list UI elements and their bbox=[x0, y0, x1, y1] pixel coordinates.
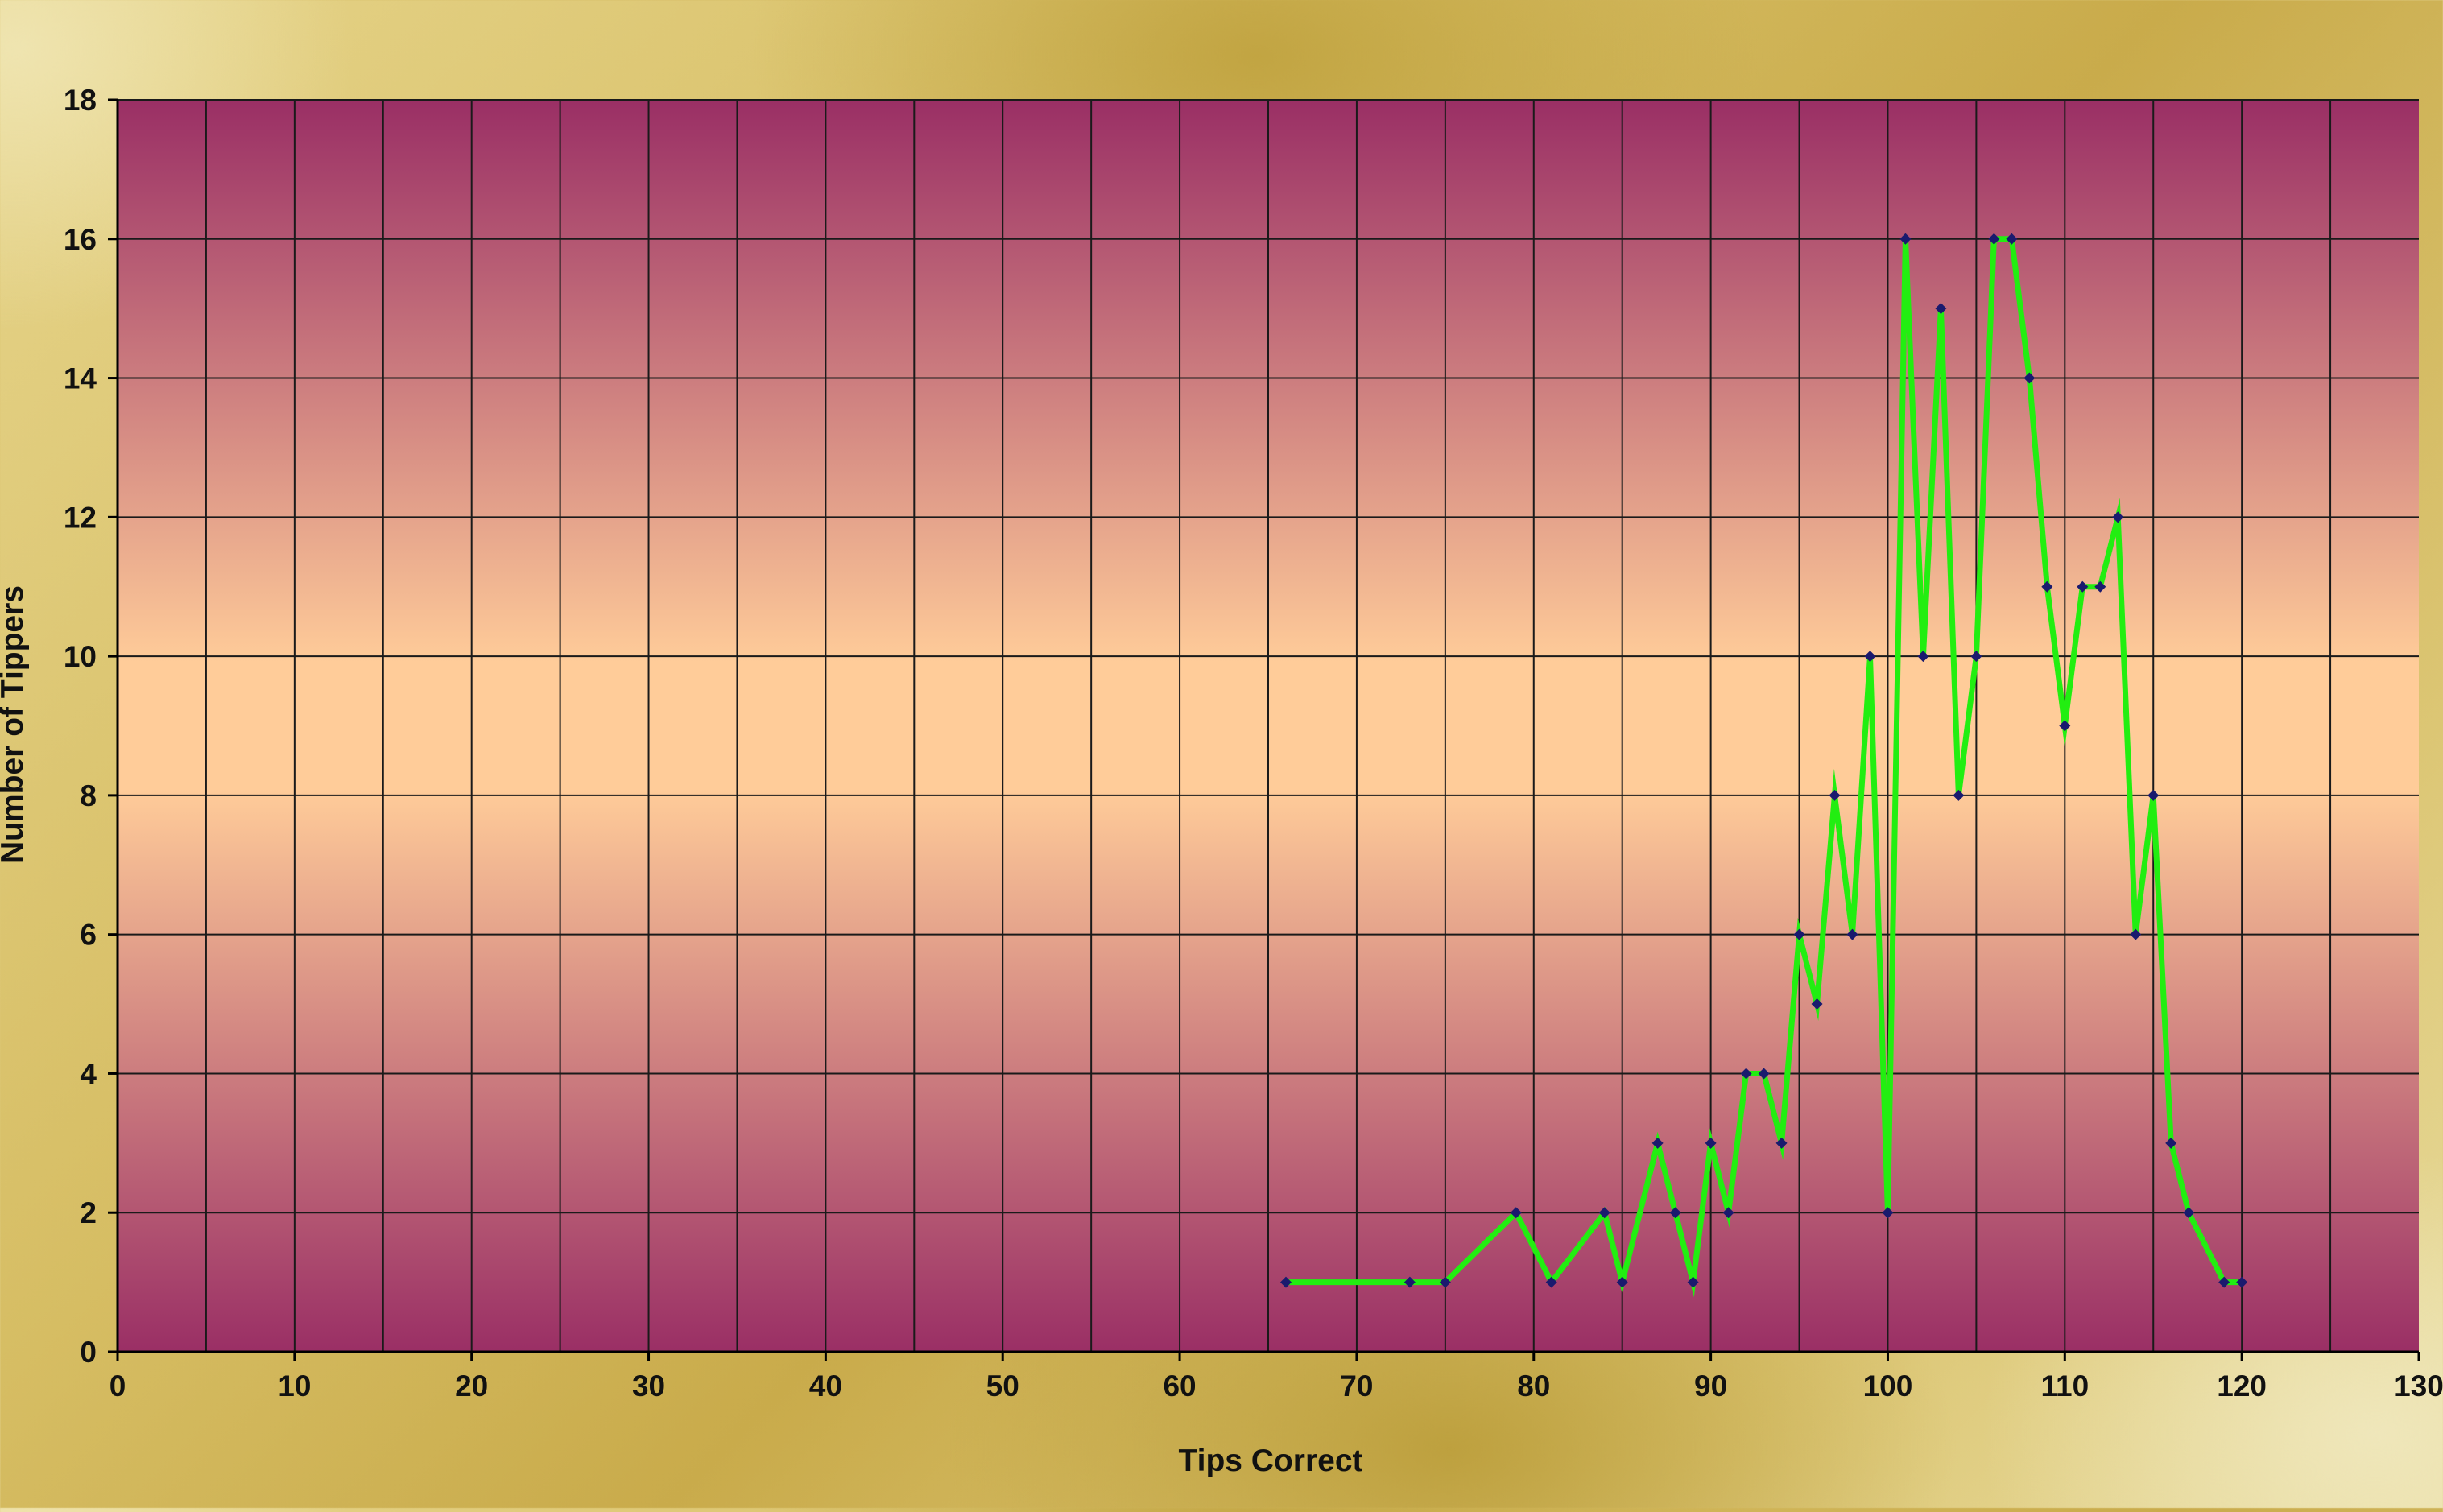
data-point bbox=[1669, 1207, 1681, 1219]
x-tick-label: 40 bbox=[809, 1369, 842, 1403]
y-tick-label: 2 bbox=[80, 1196, 97, 1229]
y-tick-label: 12 bbox=[64, 501, 97, 534]
y-axis-label: Number of Tippers bbox=[0, 585, 30, 864]
data-point bbox=[2130, 928, 2142, 940]
data-point bbox=[2147, 789, 2160, 801]
data-point bbox=[2023, 372, 2036, 384]
x-tick-label: 20 bbox=[455, 1369, 488, 1403]
x-axis-label: Tips Correct bbox=[1178, 1444, 1362, 1478]
data-point bbox=[1510, 1207, 1522, 1219]
x-tick-label: 60 bbox=[1163, 1369, 1196, 1403]
series-line bbox=[1285, 236, 2243, 1298]
data-point bbox=[2059, 720, 2071, 732]
x-tick-label: 120 bbox=[2217, 1369, 2267, 1403]
x-tick-label: 50 bbox=[986, 1369, 1019, 1403]
data-point bbox=[1846, 928, 1858, 940]
data-point bbox=[1705, 1137, 1717, 1149]
data-point bbox=[1811, 998, 1823, 1010]
data-point bbox=[2112, 511, 2124, 523]
x-tick-label: 0 bbox=[110, 1369, 126, 1403]
data-point bbox=[1793, 928, 1805, 940]
x-tick-label: 130 bbox=[2394, 1369, 2443, 1403]
data-point bbox=[2218, 1276, 2230, 1288]
x-tick-label: 10 bbox=[278, 1369, 311, 1403]
data-point bbox=[1279, 1276, 1292, 1288]
x-tick-label: 90 bbox=[1694, 1369, 1727, 1403]
data-point bbox=[2041, 580, 2053, 593]
data-point bbox=[1616, 1276, 1628, 1288]
data-point bbox=[2236, 1276, 2248, 1288]
data-point bbox=[1864, 651, 1876, 663]
data-point bbox=[1882, 1207, 1894, 1219]
y-tick-label: 4 bbox=[80, 1057, 97, 1090]
data-point bbox=[2077, 580, 2089, 593]
data-point bbox=[1758, 1068, 1770, 1080]
y-tick-label: 0 bbox=[80, 1336, 97, 1369]
axes: 0 10 20 30 40 50 60 70 80 90 100 110 120 130 0 2 4 6 8 10 12… bbox=[64, 84, 2443, 1403]
data-point bbox=[1598, 1207, 1610, 1219]
data-point bbox=[1545, 1276, 1557, 1288]
data-point bbox=[1970, 651, 1982, 663]
data-point bbox=[1775, 1137, 1788, 1149]
data-point bbox=[1687, 1276, 1699, 1288]
x-tick-label: 70 bbox=[1340, 1369, 1373, 1403]
data-point bbox=[1953, 789, 1965, 801]
y-tick-label: 14 bbox=[64, 362, 97, 395]
data-point bbox=[1988, 233, 2000, 245]
data-point bbox=[1651, 1137, 1664, 1149]
x-tick-label: 100 bbox=[1863, 1369, 1913, 1403]
data-point bbox=[1935, 303, 1947, 315]
y-tick-label: 18 bbox=[64, 84, 97, 117]
y-tick-label: 6 bbox=[80, 919, 97, 952]
data-point bbox=[1439, 1276, 1451, 1288]
data-point bbox=[1899, 233, 1912, 245]
y-tick-label: 10 bbox=[64, 640, 97, 673]
data-point bbox=[2183, 1207, 2195, 1219]
data-point bbox=[2006, 233, 2018, 245]
y-tick-label: 16 bbox=[64, 223, 97, 256]
data-point bbox=[1722, 1207, 1734, 1219]
x-tick-label: 30 bbox=[632, 1369, 665, 1403]
data-point bbox=[2094, 580, 2106, 593]
x-tick-label: 80 bbox=[1517, 1369, 1550, 1403]
data-point bbox=[1740, 1068, 1752, 1080]
data-point bbox=[2165, 1137, 2177, 1149]
data-point bbox=[1917, 651, 1929, 663]
y-tick-label: 8 bbox=[80, 779, 97, 812]
data-series bbox=[1279, 233, 2248, 1298]
data-point bbox=[1403, 1276, 1416, 1288]
x-tick-label: 110 bbox=[2040, 1369, 2089, 1403]
data-point bbox=[1829, 789, 1841, 801]
